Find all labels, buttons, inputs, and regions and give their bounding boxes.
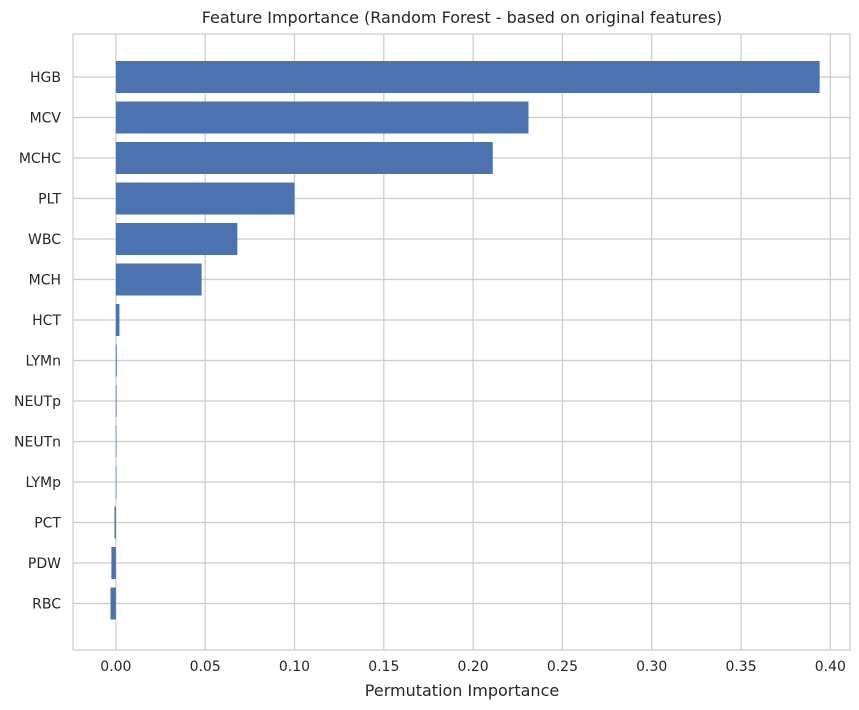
bar-mchc — [115, 142, 493, 174]
plot-frame — [72, 33, 851, 651]
bar-hgb — [115, 61, 820, 93]
x-tick-label: 0.20 — [458, 659, 489, 675]
y-tick-label-neutp: NEUTp — [14, 394, 61, 410]
bars — [110, 61, 820, 620]
y-tick-label-plt: PLT — [38, 192, 61, 208]
bar-wbc — [115, 223, 238, 255]
y-tick-label-neutn: NEUTn — [14, 435, 61, 451]
x-tick-labels: 0.00 0.05 0.10 0.15 0.20 0.25 0.30 0.35 0.40 — [100, 659, 846, 675]
bar-hct — [115, 304, 120, 336]
x-tick-label: 0.25 — [547, 659, 578, 675]
bar-mcv — [115, 101, 529, 134]
bar-rbc — [110, 587, 116, 620]
y-tick-label-lymn: LYMn — [26, 354, 61, 370]
bar-pct — [114, 506, 116, 539]
x-tick-label: 0.30 — [636, 659, 667, 675]
bar-lymn — [115, 344, 117, 377]
x-axis-label: Permutation Importance — [365, 681, 559, 700]
x-tick-label: 0.05 — [190, 659, 221, 675]
y-tick-label-hct: HCT — [32, 313, 61, 329]
y-tick-label-pct: PCT — [34, 516, 61, 532]
bar-neutp — [115, 385, 117, 417]
bar-mch — [115, 263, 202, 296]
x-tick-label: 0.40 — [815, 659, 846, 675]
x-tick-label: 0.35 — [725, 659, 756, 675]
bar-neutn — [115, 425, 117, 458]
bar-plt — [115, 182, 295, 215]
y-tick-label-mch: MCH — [29, 273, 61, 289]
x-tick-label: 0.15 — [368, 659, 399, 675]
y-tick-label-pdw: PDW — [28, 556, 61, 572]
y-tick-label-rbc: RBC — [32, 597, 61, 613]
x-tick-label: 0.00 — [100, 659, 131, 675]
y-tick-labels: HGB MCV MCHC PLT WBC MCH HCT LYMn NEUTp NEUTn LYMp… — [14, 70, 61, 613]
chart-title: Feature Importance (Random Forest - base… — [202, 8, 723, 27]
bar-lymp — [115, 466, 117, 498]
bar-pdw — [111, 547, 116, 579]
x-tick-label: 0.10 — [279, 659, 310, 675]
y-tick-label-lymp: LYMp — [26, 475, 62, 491]
y-tick-label-hgb: HGB — [30, 70, 61, 86]
y-tick-label-mchc: MCHC — [19, 151, 61, 167]
y-tick-label-wbc: WBC — [28, 232, 61, 248]
y-tick-label-mcv: MCV — [30, 111, 62, 127]
